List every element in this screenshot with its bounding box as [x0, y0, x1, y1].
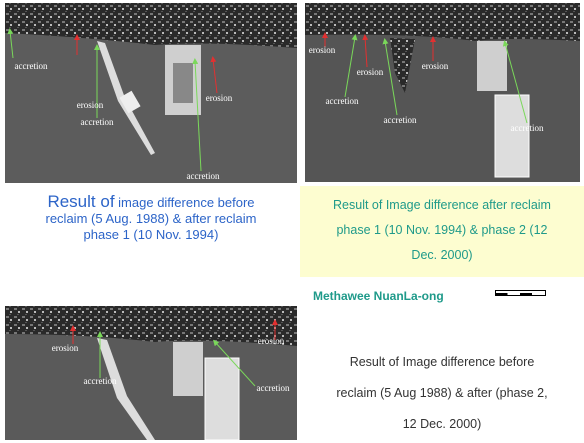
caption-line: phase 1 (10 Nov. 1994) & phase 2 (12	[300, 218, 584, 243]
caption-line: Result of Image difference after reclaim	[300, 193, 584, 218]
caption-line: reclaim (5 Aug. 1988) & after reclaim	[5, 211, 297, 227]
author: Methawee NuanLa-ong	[313, 289, 444, 303]
caption-line: Result of image difference before	[5, 194, 297, 211]
satellite-image: accretion erosion accretion erosion accr…	[5, 3, 297, 183]
label: erosion	[258, 336, 285, 346]
caption: Result of image difference before reclai…	[5, 194, 297, 243]
scale-bar	[495, 288, 547, 298]
label: accretion	[15, 61, 48, 71]
label: erosion	[357, 67, 384, 77]
caption-line: 12 Dec. 2000)	[300, 409, 584, 440]
label: erosion	[206, 93, 233, 103]
caption: Result of Image difference after reclaim…	[300, 186, 584, 277]
label: accretion	[187, 171, 220, 181]
satellite-image: erosion erosion erosion accretion accret…	[305, 3, 580, 182]
caption: Result of Image difference before reclai…	[300, 347, 584, 440]
label: erosion	[309, 45, 336, 55]
caption-line: Result of Image difference before	[300, 347, 584, 378]
caption-line: phase 1 (10 Nov. 1994)	[5, 227, 297, 243]
label: accretion	[257, 383, 290, 393]
label: accretion	[81, 117, 114, 127]
caption-text: image difference before	[118, 195, 254, 210]
label: accretion	[384, 115, 417, 125]
caption-line: reclaim (5 Aug 1988) & after (phase 2,	[300, 378, 584, 409]
label: erosion	[52, 343, 79, 353]
label: accretion	[326, 96, 359, 106]
caption-lead: Result of	[47, 192, 114, 211]
satellite-image: erosion erosion accretion accretion	[5, 306, 297, 440]
caption-line: Dec. 2000)	[300, 243, 584, 268]
page: accretion erosion accretion erosion accr…	[0, 0, 584, 443]
label: accretion	[511, 123, 544, 133]
label: erosion	[77, 100, 104, 110]
label: erosion	[422, 61, 449, 71]
label: accretion	[84, 376, 117, 386]
